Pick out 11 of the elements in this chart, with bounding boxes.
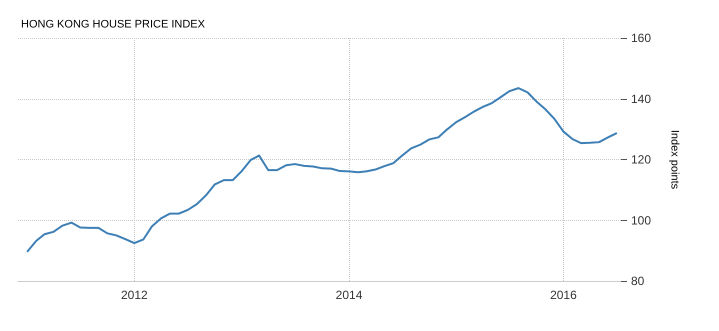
y-axis-title: Index points bbox=[668, 130, 680, 190]
y-tick-label: 140 bbox=[631, 92, 652, 106]
x-tick-label: 2012 bbox=[120, 288, 148, 302]
y-tick-label: 80 bbox=[631, 274, 645, 288]
y-tick-label: 160 bbox=[631, 31, 652, 45]
y-tick-label: 120 bbox=[631, 152, 652, 166]
x-tick-label: 2016 bbox=[550, 288, 578, 302]
chart-title: HONG KONG HOUSE PRICE INDEX bbox=[21, 18, 206, 30]
y-tick-label: 100 bbox=[631, 213, 652, 228]
line-series bbox=[26, 87, 618, 253]
x-tick-label: 2014 bbox=[336, 288, 363, 302]
